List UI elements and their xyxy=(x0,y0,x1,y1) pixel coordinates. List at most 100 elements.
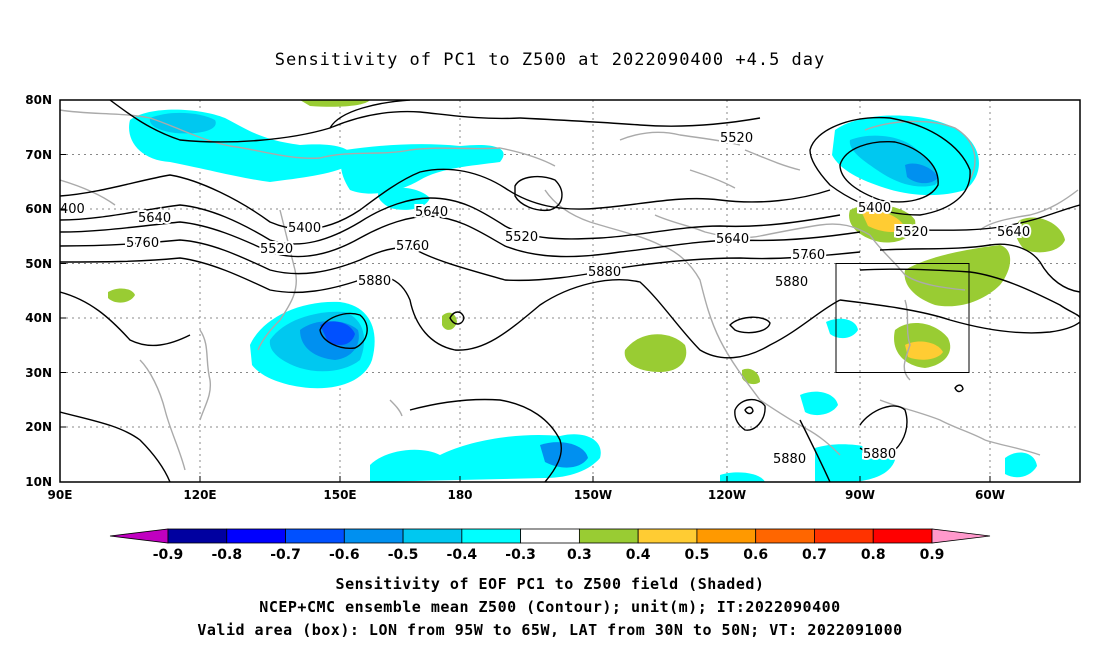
shade-green-dateline xyxy=(442,312,457,330)
shade-blue-west-pacific xyxy=(320,321,355,346)
shade-cyan-pacific-mex xyxy=(720,472,765,482)
colorbar-label: -0.4 xyxy=(447,547,478,563)
contour-tropic-d xyxy=(60,291,191,347)
colorbar-label: -0.3 xyxy=(505,547,536,563)
colorbar-label: -0.6 xyxy=(329,547,360,563)
contour-label: 5640 xyxy=(997,225,1030,240)
caption-valid-area: Valid area (box): LON from 95W to 65W, L… xyxy=(197,621,903,639)
contour-east-b xyxy=(879,243,1080,293)
shade-yellow-hudson xyxy=(862,211,905,233)
caption-contour: NCEP+CMC ensemble mean Z500 (Contour); u… xyxy=(259,598,841,616)
contour-small-b xyxy=(954,384,964,393)
contour-low-baja xyxy=(734,399,766,431)
lat-label: 80N xyxy=(25,93,52,107)
contour-east-c xyxy=(859,268,1080,319)
colorbar-swatch xyxy=(461,528,522,544)
lat-label: 10N xyxy=(25,475,52,489)
latitude-labels: 80N 70N 60N 50N 40N 30N 20N 10N xyxy=(25,93,52,489)
colorbar-swatch xyxy=(637,528,698,544)
colorbar-swatch xyxy=(167,528,228,544)
shade-cyan-atlantic xyxy=(1005,452,1037,478)
contour-sw xyxy=(60,411,171,482)
contour-tropic xyxy=(409,398,562,482)
shade-cyan-alaska xyxy=(378,187,430,210)
shade-cyan-mexico xyxy=(800,391,838,416)
shade-deepblue-greenland xyxy=(905,163,938,184)
lon-label: 90W xyxy=(845,488,875,502)
colorbar-swatch xyxy=(226,528,286,544)
lon-label: 120E xyxy=(183,488,216,502)
contour-label: 5640 xyxy=(716,232,749,247)
colorbar-label: 0.6 xyxy=(743,547,768,563)
shade-green-labrador xyxy=(1015,217,1065,253)
contour-5760 xyxy=(60,239,861,282)
contour-label: 5640 xyxy=(138,211,171,226)
tick-marks xyxy=(60,99,991,482)
contour-label: 5400 xyxy=(288,221,321,236)
colorbar-left-triangle xyxy=(109,528,169,544)
contour-label: 5520 xyxy=(895,225,928,240)
colorbar-label: 0.3 xyxy=(567,547,592,563)
chart-title: Sensitivity of PC1 to Z500 at 2022090400… xyxy=(274,50,826,70)
map-frame xyxy=(59,99,1081,483)
contour-east-a xyxy=(899,204,1080,231)
contour-low-dateline xyxy=(449,311,465,325)
lon-label: 60W xyxy=(975,488,1005,502)
contour-label: 5760 xyxy=(396,239,429,254)
colorbar: -0.9 -0.8 -0.7 -0.6 -0.5 -0.4 -0.3 0.3 0.4 0.5 0.6… xyxy=(109,528,991,563)
contour-greenland-b xyxy=(839,141,939,203)
colorbar-swatch xyxy=(520,528,580,544)
colorbar-swatch xyxy=(872,528,933,544)
shade-blue-tropical-central xyxy=(540,442,588,468)
colorbar-label: 0.5 xyxy=(685,547,710,563)
z500-contours xyxy=(60,100,1080,482)
sensitivity-shading xyxy=(108,100,1065,482)
colorbar-label: 0.8 xyxy=(861,547,886,563)
colorbar-swatch xyxy=(578,528,639,544)
colorbar-label: 0.9 xyxy=(920,547,945,563)
longitude-labels: 90E 120E 150E 180 150W 120W 90W 60W xyxy=(48,488,1005,502)
contour-label: 5640 xyxy=(415,205,448,220)
contour-5400 xyxy=(60,168,831,230)
colorbar-label: -0.8 xyxy=(211,547,242,563)
colorbar-swatch xyxy=(343,528,404,544)
contour-arctic-b xyxy=(329,100,411,129)
contour-arctic-a xyxy=(109,100,521,143)
contour-labels: 400 5640 5760 5400 5520 5880 5640 5760 5… xyxy=(60,129,1032,469)
contour-label: 5760 xyxy=(126,236,159,251)
contour-low-siberia xyxy=(514,175,563,212)
caption-shaded: Sensitivity of EOF PC1 to Z500 field (Sh… xyxy=(335,575,765,593)
contour-label: 5880 xyxy=(773,452,806,467)
contour-label: 5400 xyxy=(858,201,891,216)
contour-label: 400 xyxy=(60,202,85,217)
contour-tropic-c xyxy=(799,419,831,482)
contour-label: 5760 xyxy=(792,248,825,263)
lat-label: 40N xyxy=(25,311,52,325)
contour-low-california xyxy=(729,316,771,334)
colorbar-label: -0.5 xyxy=(388,547,419,563)
contour-label: 5880 xyxy=(358,274,391,289)
contour-small-a xyxy=(744,406,754,415)
lon-label: 90E xyxy=(48,488,73,502)
contour-east-d xyxy=(839,299,1080,334)
lon-label: 150W xyxy=(574,488,612,502)
contour-5520a xyxy=(60,197,841,245)
contour-arctic-c xyxy=(519,117,761,127)
contour-tropic-b xyxy=(859,405,908,456)
shade-green-quebec xyxy=(904,245,1011,307)
shade-yellow-southeast-us xyxy=(905,341,943,360)
lon-label: 180 xyxy=(447,488,472,502)
contour-5640 xyxy=(60,215,861,258)
lat-label: 50N xyxy=(25,257,52,271)
lat-label: 20N xyxy=(25,420,52,434)
contour-5880 xyxy=(60,257,841,359)
valid-area-box xyxy=(835,263,970,373)
colorbar-right-triangle xyxy=(931,528,991,544)
lon-label: 150E xyxy=(323,488,356,502)
lat-label: 30N xyxy=(25,366,52,380)
colorbar-label: -0.9 xyxy=(153,547,184,563)
contour-label: 5520 xyxy=(505,230,538,245)
colorbar-swatch xyxy=(696,528,757,544)
shade-blue-arctic-west xyxy=(149,112,216,134)
shade-green-china xyxy=(108,288,135,303)
